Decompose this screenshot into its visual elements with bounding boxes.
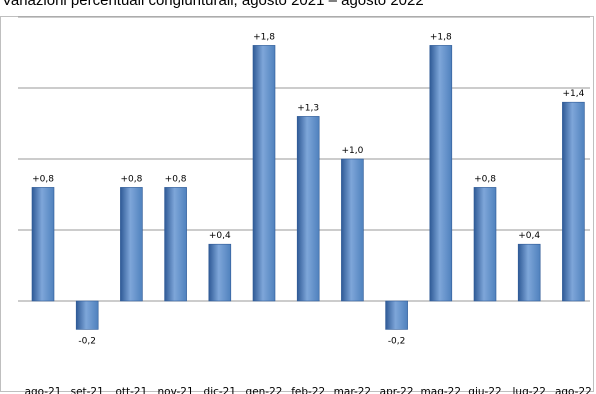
chart-title: Variazioni percentuali congiunturali, ag… [2,0,424,9]
bar [164,187,187,302]
x-tick-label: set-21 [71,386,104,394]
data-labels: +0,8 -0,2 +0,8 +0,8 +0,4 +1,8 +1,3 +1,0 -0,2 +1,8… [32,32,585,346]
bar [296,116,320,302]
data-label: +0,4 [518,231,540,241]
data-label: +0,8 [474,174,496,184]
x-tick-label: ago-21 [25,386,62,394]
x-axis-labels: ago-21 set-21 ott-21 nov-21 dic-21 gen-22 feb-… [25,386,592,394]
data-label: +0,4 [209,231,231,241]
x-tick-label: dic-21 [204,386,237,394]
data-label: +0,8 [120,174,142,184]
x-tick-label: gen-22 [246,386,283,394]
data-label: +1,8 [430,32,452,42]
bar [517,243,541,302]
bar [120,187,143,302]
bar [562,101,585,302]
data-label: +1,8 [253,32,275,42]
x-tick-label: ago-22 [555,386,592,394]
x-tick-label: giu-22 [468,386,501,394]
bar [385,300,408,330]
bar [31,187,55,302]
bar [208,243,232,302]
x-tick-label: mar-22 [334,386,371,394]
x-tick-label: nov-21 [158,386,194,394]
data-label: +1,3 [297,103,319,113]
bar [75,300,99,330]
x-tick-label: ott-21 [115,386,147,394]
x-tick-label: lug-22 [513,386,546,394]
x-tick-label: feb-22 [291,386,325,394]
bars [31,45,585,330]
bar [429,45,453,302]
data-label: +0,8 [32,174,54,184]
bar [252,45,276,302]
data-label: +1,0 [341,146,363,156]
data-label: -0,2 [388,336,406,346]
data-label: +1,4 [562,89,584,99]
x-tick-label: mag-22 [421,386,461,394]
data-label: -0,2 [78,336,96,346]
data-label: +0,8 [165,174,187,184]
bar [473,187,497,302]
bar [341,158,364,302]
x-tick-label: apr-22 [380,386,414,394]
